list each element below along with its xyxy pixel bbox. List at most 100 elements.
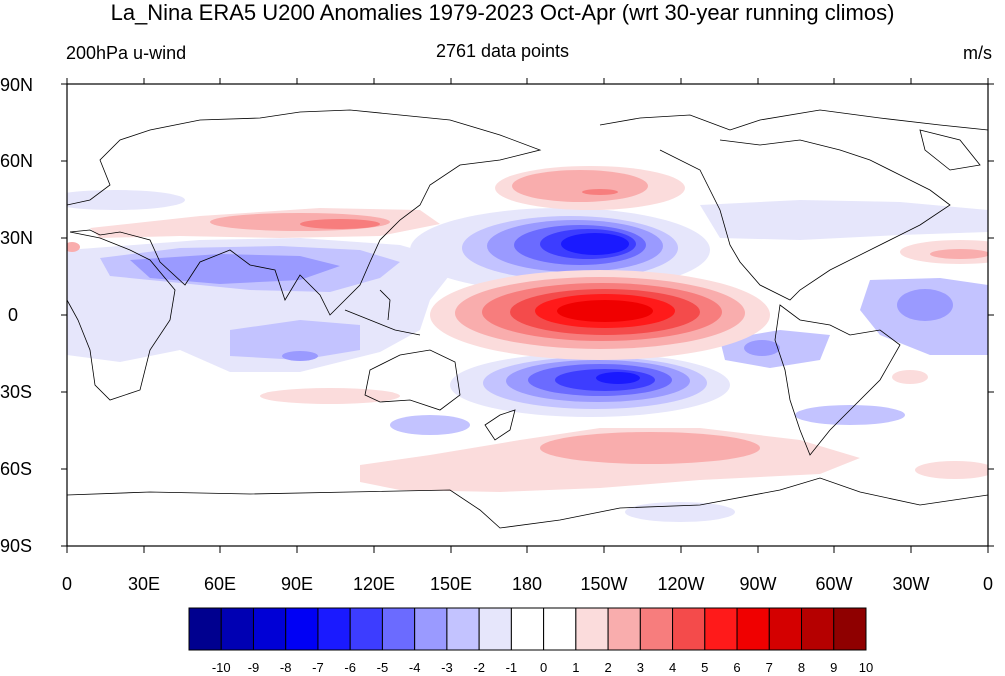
negative-north-pacific-6 [561,233,629,255]
colorbar-swatch [349,607,383,651]
colorbar-label: -10 [211,660,231,675]
units-label: m/s [963,43,992,63]
colorbar-label: 0 [539,660,548,675]
colorbar-label: -9 [247,660,260,675]
lon-tick-0-end: 0 [982,574,994,594]
colorbar-swatch [672,607,706,651]
lon-tick-120w: 120W [657,574,705,594]
colorbar-label: 3 [636,660,644,675]
coastlines [67,109,988,529]
eurasia-coast [67,109,542,316]
colorbar-label: -8 [279,660,292,675]
colorbar-swatch [575,607,609,651]
negative-indian-ocean [230,320,360,360]
positive-south-atlantic-polar [915,461,988,479]
colorbar-label: -7 [312,660,324,675]
colorbar-label: -6 [344,660,356,675]
colorbar-swatch [414,607,448,651]
lat-tick-30s: 30S [0,382,33,402]
lon-tick-150e: 150E [429,574,473,594]
map-title: La_Nina ERA5 U200 Anomalies 1979-2023 Oc… [110,0,895,25]
lon-tick-0: 0 [61,574,73,594]
lon-tick-180: 180 [511,574,543,594]
new-zealand-coast [484,409,516,441]
colorbar-label: 10 [858,660,874,675]
positive-indian-ocean-south [260,388,400,404]
lon-tick-90w: 90W [739,574,777,594]
greenland-coast [919,129,981,171]
lat-tick-30n: 30N [0,228,34,248]
negative-indian-core [282,351,318,361]
lon-tick-120e: 120E [352,574,396,594]
colorbar-swatch [188,607,222,651]
lon-tick-60w: 60W [815,574,853,594]
positive-equatorial-6 [557,300,653,322]
weak-negative-africa-north [67,190,185,210]
australia-coast [364,349,461,411]
lat-tick-eq: 0 [8,305,19,325]
colorbar [188,607,867,651]
colorbar-swatch [317,607,351,651]
colorbar-swatch [704,607,738,651]
colorbar-label: -5 [376,660,389,675]
positive-north-atlantic-2 [930,249,988,259]
colorbar-label: 8 [797,660,806,675]
colorbar-swatch [285,607,319,651]
lat-tick-60s: 60S [0,459,33,479]
africa-coast [67,231,176,401]
weak-negative-atlantic-north [700,200,988,240]
colorbar-swatch [381,607,416,651]
lon-tick-30w: 30W [892,574,930,594]
colorbar-label: 1 [572,660,580,675]
negative-tasman [390,415,470,435]
colorbar-label: 2 [604,660,612,675]
anomaly-shading [67,84,988,546]
lat-tick-90s: 90S [0,536,33,556]
negative-southern-ocean [625,502,735,522]
lon-tick-150w: 150W [580,574,628,594]
axis-ticks [61,78,994,553]
negative-core-asia [130,254,340,284]
data-points-label: 2761 data points [435,41,570,61]
colorbar-label: -4 [408,660,421,675]
colorbar-swatch [801,607,835,651]
colorbar-label: 5 [701,660,709,675]
colorbar-swatch [607,607,641,651]
colorbar-swatch [220,607,254,651]
lon-tick-90e: 90E [280,574,314,594]
colorbar-label: 9 [830,660,838,675]
colorbar-label: -2 [473,660,485,675]
colorbar-label: -3 [441,660,453,675]
variable-label: 200hPa u-wind [66,43,187,63]
positive-east-asia-jet-3 [300,219,380,229]
colorbar-swatch [543,607,577,651]
lat-tick-60n: 60N [0,151,34,171]
colorbar-label: 4 [668,660,677,675]
lat-tick-90n: 90N [0,75,34,95]
colorbar-label: -1 [505,660,518,675]
colorbar-swatch [252,607,287,651]
colorbar-swatch [639,607,674,651]
positive-south-atlantic [892,370,928,384]
negative-south-pacific-6 [596,372,640,384]
lon-tick-30e: 30E [127,574,161,594]
negative-south-atlantic-core [897,289,953,321]
positive-southern-midlat-2 [540,432,760,464]
colorbar-swatch [478,607,512,651]
colorbar-swatch [833,607,867,651]
colorbar-swatch [768,607,803,651]
antarctica-coast [67,477,988,529]
lon-tick-60e: 60E [203,574,237,594]
negative-south-atlantic-midlat [795,405,905,425]
colorbar-swatch [446,607,480,651]
positive-west-edge [67,242,80,252]
positive-north-pacific-2 [512,170,648,202]
philippines-coast [379,289,391,321]
colorbar-label: 6 [733,660,741,675]
colorbar-swatch [736,607,770,651]
north-america-coast [659,139,951,301]
colorbar-swatch [510,607,545,651]
negative-south-america-core [744,340,780,356]
colorbar-label: 7 [765,660,773,675]
